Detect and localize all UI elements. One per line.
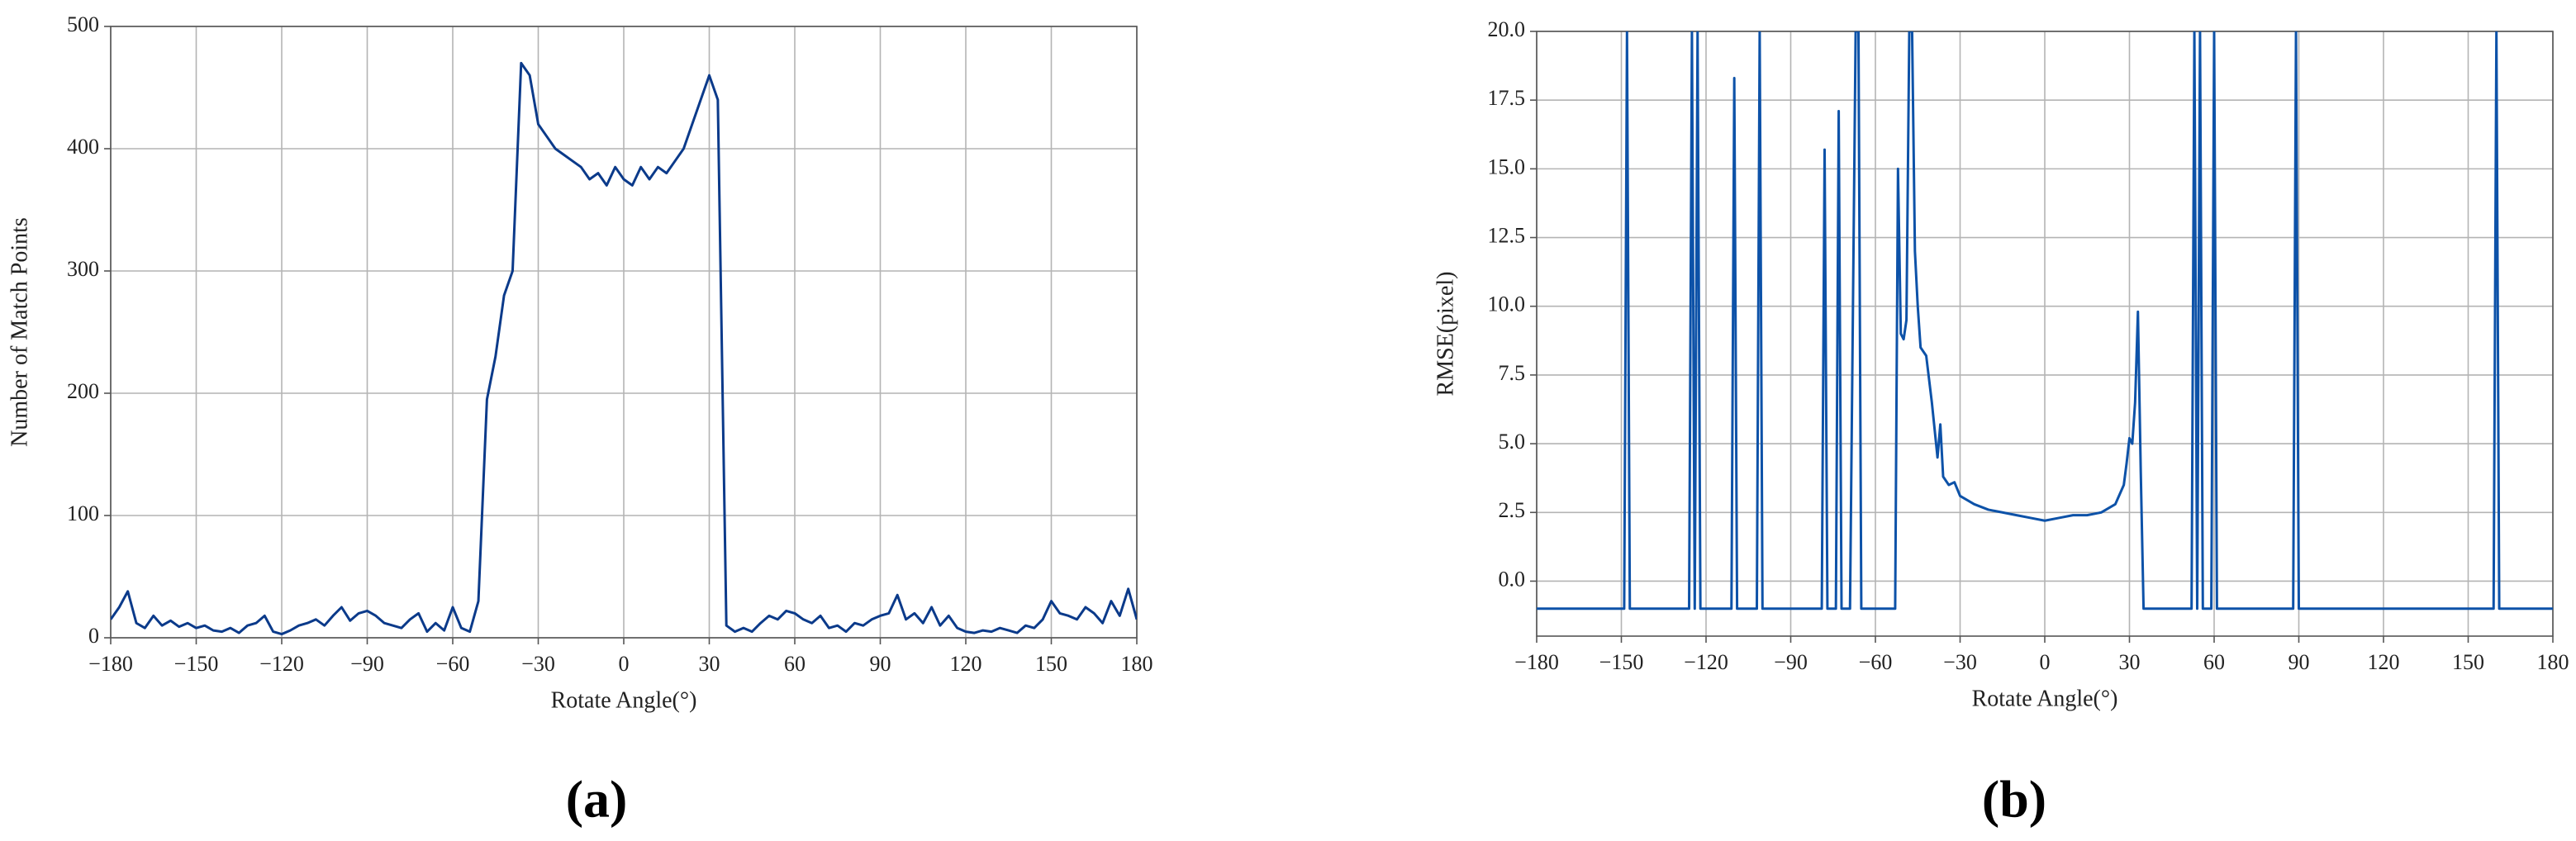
y-tick-label: 20.0 [1488,17,1526,41]
x-tick-label: −30 [1943,650,1977,674]
x-tick-label: 180 [1121,652,1153,676]
x-tick-label: 30 [2119,650,2141,674]
x-tick-label: −120 [259,652,304,676]
y-axis-title: RMSE(pixel) [1433,272,1458,397]
y-tick-label: 17.5 [1488,86,1526,110]
x-tick-label: 60 [784,652,806,676]
y-tick-label: 15.0 [1488,154,1526,178]
data-line [111,61,1137,636]
x-tick-label: 30 [699,652,720,676]
y-tick-label: 400 [67,135,99,159]
x-tick-label: −60 [1859,650,1893,674]
x-tick-label: −180 [88,652,133,676]
x-tick-label: 180 [2537,650,2569,674]
y-tick-label: 300 [67,257,99,281]
x-tick-label: −180 [1514,650,1559,674]
x-tick-label: 0 [619,652,630,676]
y-tick-label: 100 [67,501,99,525]
y-tick-label: 7.5 [1499,361,1526,385]
x-tick-label: 90 [870,652,891,676]
y-tick-label: 2.5 [1499,498,1526,522]
x-axis-title: Rotate Angle(°) [551,687,697,713]
y-axis-title: Number of Match Points [7,217,32,447]
y-tick-label: 5.0 [1499,430,1526,454]
plot-frame [1536,31,2554,637]
x-tick-label: 150 [1035,652,1067,676]
y-tick-label: 500 [67,12,99,36]
x-axis-title: Rotate Angle(°) [1972,686,2118,711]
x-tick-label: −120 [1684,650,1728,674]
x-tick-label: 60 [2203,650,2225,674]
x-tick-label: 0 [2040,650,2051,674]
x-tick-label: −90 [350,652,384,676]
x-tick-label: 120 [2368,650,2400,674]
y-tick-label: 10.0 [1488,292,1526,316]
panel-label: (b) [1982,770,2046,829]
x-tick-label: 150 [2452,650,2484,674]
x-tick-label: −60 [436,652,470,676]
x-tick-label: −150 [174,652,219,676]
x-tick-label: 120 [950,652,982,676]
plot-frame [110,26,1138,639]
panel-label: (a) [566,770,628,829]
x-tick-label: 90 [2288,650,2310,674]
y-tick-label: 200 [67,379,99,403]
data-line [1537,31,2553,611]
y-tick-label: 0.0 [1499,567,1526,591]
y-tick-label: 0 [88,624,99,648]
x-tick-label: −30 [521,652,555,676]
x-tick-label: −90 [1774,650,1808,674]
y-tick-label: 12.5 [1488,224,1526,248]
x-tick-label: −150 [1599,650,1644,674]
